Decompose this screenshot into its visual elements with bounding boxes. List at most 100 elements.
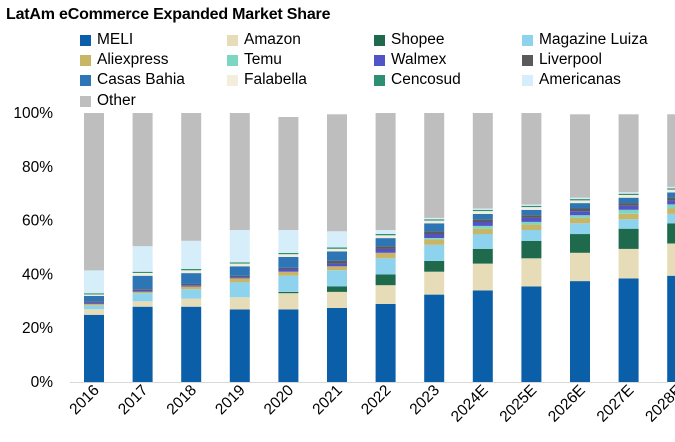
bar-amazon-2028e	[667, 243, 675, 276]
bar-falabella-2028e	[667, 189, 675, 193]
x-tick-label: 2024E	[448, 382, 492, 426]
bar-cencosud-2024e	[472, 209, 493, 212]
bar-magazine-luiza-2028e	[667, 213, 675, 224]
bar-americanas-2024e	[472, 208, 493, 210]
bar-amazon-2021	[327, 291, 347, 308]
bar-shopee-2027e	[618, 228, 639, 249]
legend-swatch-meli	[80, 34, 91, 46]
bar-cencosud-2021	[327, 247, 347, 249]
legend-label-falabella: Falabella	[244, 71, 307, 88]
bar-americanas-2019	[229, 230, 250, 263]
bar-aliexpress-2027e	[618, 213, 639, 220]
bar-meli-2023	[424, 294, 445, 382]
bar-other-2026e	[570, 114, 590, 198]
y-tick-label: 40%	[22, 266, 53, 283]
bar-other-2017	[132, 113, 153, 247]
bar-americanas-2020	[278, 230, 299, 253]
bar-falabella-2024e	[472, 211, 493, 214]
bar-liverpool-2026e	[570, 208, 590, 212]
bar-cencosud-2018	[181, 269, 202, 271]
legend-label-cencosud: Cencosud	[391, 71, 461, 88]
bar-casas-bahia-2017	[132, 275, 153, 290]
bar-magazine-luiza-2023	[424, 244, 445, 261]
bar-walmex-2018	[181, 285, 202, 287]
bar-temu-2027e	[618, 209, 639, 214]
bar-falabella-2027e	[618, 195, 639, 198]
bar-casas-bahia-2023	[424, 223, 445, 232]
legend-swatch-liverpool	[522, 54, 533, 66]
bar-liverpool-2028e	[667, 197, 675, 201]
legend-item-temu: Temu	[227, 51, 282, 69]
bar-americanas-2025e	[521, 204, 542, 206]
bar-magazine-luiza-2026e	[570, 223, 590, 235]
bar-cencosud-2023	[424, 219, 445, 221]
bar-americanas-2021	[327, 231, 347, 248]
legend-swatch-falabella	[227, 74, 238, 86]
bar-cencosud-2020	[278, 252, 299, 255]
bar-other-2018	[181, 113, 202, 241]
bar-aliexpress-2020	[278, 271, 299, 276]
x-tick-label: 2023	[407, 382, 443, 418]
bar-aliexpress-2025e	[521, 224, 542, 230]
bar-casas-bahia-2016	[84, 295, 104, 302]
bar-other-2027e	[618, 114, 639, 193]
bar-falabella-2016	[84, 294, 104, 296]
legend-label-magazine-luiza: Magazine Luiza	[539, 31, 648, 48]
legend-item-casas-bahia: Casas Bahia	[80, 71, 185, 89]
bar-magazine-luiza-2019	[229, 282, 250, 298]
bar-cencosud-2028e	[667, 188, 675, 190]
bar-other-2016	[84, 113, 104, 271]
bar-liverpool-2021	[327, 260, 347, 264]
bar-casas-bahia-2025e	[521, 209, 542, 216]
bar-liverpool-2018	[181, 283, 202, 286]
bar-shopee-2022	[375, 274, 396, 286]
legend-swatch-shopee	[374, 34, 385, 46]
bar-aliexpress-2028e	[667, 208, 675, 214]
bar-meli-2019	[229, 309, 250, 382]
bar-magazine-luiza-2027e	[618, 219, 639, 229]
bar-meli-2021	[327, 308, 347, 382]
bar-aliexpress-2018	[181, 286, 202, 290]
bar-magazine-luiza-2018	[181, 289, 202, 299]
bar-magazine-luiza-2024e	[472, 234, 493, 249]
bar-liverpool-2024e	[472, 219, 493, 222]
bar-temu-2026e	[570, 215, 590, 218]
bar-amazon-2024e	[472, 263, 493, 291]
bar-meli-2022	[375, 304, 396, 382]
bar-walmex-2020	[278, 269, 299, 272]
bar-magazine-luiza-2020	[278, 275, 299, 292]
y-tick-label: 80%	[22, 159, 53, 176]
bar-meli-2026e	[570, 281, 590, 382]
bar-other-2025e	[521, 113, 542, 205]
bar-cencosud-2026e	[570, 199, 590, 201]
bar-walmex-2017	[132, 290, 153, 292]
y-tick-label: 60%	[22, 213, 53, 230]
legend-label-aliexpress: Aliexpress	[97, 51, 169, 68]
legend-swatch-magazine-luiza	[522, 34, 533, 46]
bar-magazine-luiza-2025e	[521, 230, 542, 241]
bar-casas-bahia-2021	[327, 251, 347, 261]
legend-swatch-casas-bahia	[80, 74, 91, 86]
bar-casas-bahia-2026e	[570, 203, 590, 209]
bar-shopee-2020	[278, 291, 299, 294]
x-tick-label: 2018	[164, 382, 200, 418]
bar-meli-2016	[84, 314, 104, 383]
bar-americanas-2023	[424, 217, 445, 220]
bar-amazon-2022	[375, 285, 396, 304]
bar-shopee-2021	[327, 286, 347, 292]
x-tick-label: 2025E	[497, 382, 541, 426]
bar-other-2022	[375, 113, 396, 230]
legend-label-walmex: Walmex	[391, 51, 447, 68]
bar-casas-bahia-2028e	[667, 192, 675, 198]
bar-meli-2020	[278, 309, 299, 382]
bar-casas-bahia-2027e	[618, 197, 639, 204]
legend-item-amazon: Amazon	[227, 31, 301, 49]
bar-falabella-2026e	[570, 200, 590, 204]
bar-amazon-2023	[424, 271, 445, 295]
legend-label-americanas: Americanas	[539, 71, 621, 88]
bar-casas-bahia-2022	[375, 238, 396, 247]
bar-liverpool-2017	[132, 289, 153, 291]
bar-aliexpress-2024e	[472, 228, 493, 235]
bar-cencosud-2019	[229, 262, 250, 264]
bar-shopee-2026e	[570, 234, 590, 253]
